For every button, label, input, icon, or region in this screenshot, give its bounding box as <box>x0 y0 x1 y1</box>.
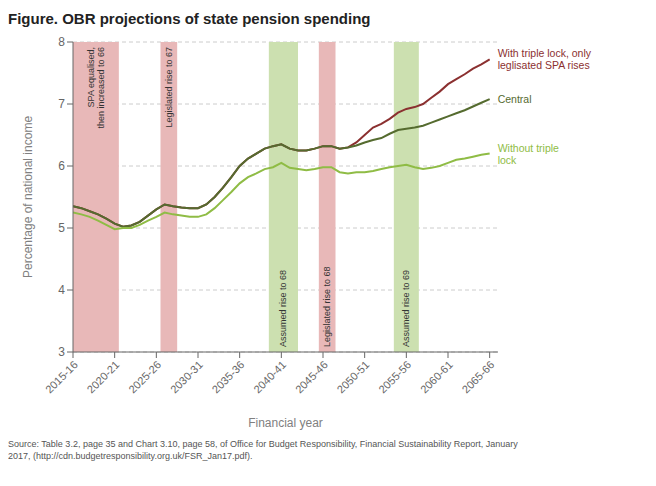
svg-text:2050-51: 2050-51 <box>335 358 372 395</box>
svg-text:Central: Central <box>498 93 532 105</box>
svg-text:7: 7 <box>58 97 65 111</box>
svg-text:2030-31: 2030-31 <box>168 358 205 395</box>
svg-text:4: 4 <box>58 283 65 297</box>
svg-text:2045-46: 2045-46 <box>293 358 330 395</box>
svg-text:2060-61: 2060-61 <box>418 358 455 395</box>
svg-text:6: 6 <box>58 159 65 173</box>
html-text:Figure. OBR projections of sta: Figure. OBR projections of state pension… <box>8 10 371 27</box>
svg-text:2025-26: 2025-26 <box>126 358 163 395</box>
svg-text:2035-36: 2035-36 <box>210 358 247 395</box>
html-text:2017, (http://cdn.budgetrespon: 2017, (http://cdn.budgetresponsibility.o… <box>8 451 253 461</box>
svg-text:5: 5 <box>58 221 65 235</box>
svg-text:8: 8 <box>58 35 65 49</box>
svg-text:2020-21: 2020-21 <box>85 358 122 395</box>
svg-text:Assumed rise to 68: Assumed rise to 68 <box>278 270 288 347</box>
svg-text:2055-56: 2055-56 <box>376 358 413 395</box>
svg-text:3: 3 <box>58 345 65 359</box>
svg-text:With triple lock, onlyleglisat: With triple lock, onlyleglisated SPA ris… <box>498 47 592 71</box>
svg-text:Without triplelock: Without triplelock <box>498 142 559 166</box>
svg-text:Legislated rise to 68: Legislated rise to 68 <box>322 266 332 347</box>
svg-text:2040-41: 2040-41 <box>251 358 288 395</box>
svg-text:2065-66: 2065-66 <box>460 358 497 395</box>
svg-text:Percentage of national income: Percentage of national income <box>21 116 35 278</box>
html-text:Source: Table 3.2, page 35 and: Source: Table 3.2, page 35 and Chart 3.1… <box>8 439 518 449</box>
svg-text:Legislated rise to 67: Legislated rise to 67 <box>164 47 174 128</box>
svg-text:SPA equalised,then increased t: SPA equalised,then increased to 66 <box>86 47 106 129</box>
svg-text:2015-16: 2015-16 <box>43 358 80 395</box>
svg-text:Financial year: Financial year <box>248 416 323 430</box>
svg-text:Assumed rise to 69: Assumed rise to 69 <box>401 270 411 347</box>
